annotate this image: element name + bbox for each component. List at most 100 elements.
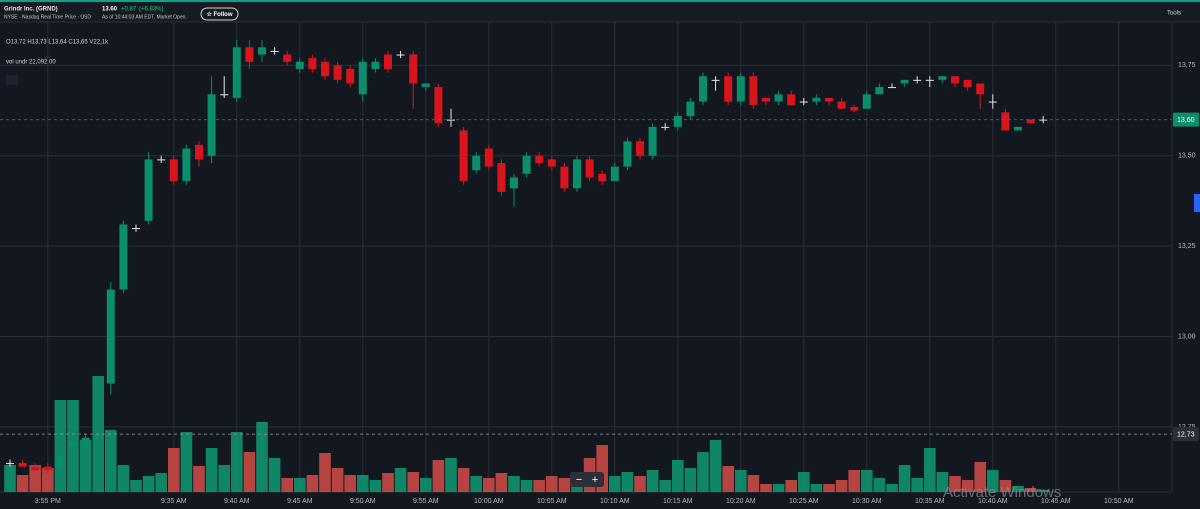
x-tick-label: 10:35 AM (915, 498, 945, 505)
candle-body (94, 434, 103, 438)
volume-bar (495, 473, 508, 492)
scroll-handle[interactable] (1194, 194, 1200, 212)
volume-bar (886, 484, 898, 492)
volume-bar (432, 460, 445, 492)
volume-bar (697, 452, 709, 492)
candle-body (245, 47, 254, 62)
volume-bar (369, 480, 382, 492)
candle-body (686, 101, 695, 116)
volume-bar (508, 476, 520, 492)
ticker-name: Grindr Inc. (GRND) (4, 7, 58, 13)
zoom-out[interactable]: − (576, 474, 582, 486)
volume-bar (848, 470, 860, 492)
volume-bar (1024, 488, 1037, 492)
candle-body (258, 47, 266, 55)
volume-bar (924, 448, 936, 492)
candle-body (106, 289, 115, 384)
volume-bar (1037, 490, 1049, 492)
candle-body (598, 173, 607, 182)
volume-bar (684, 468, 697, 492)
zoom-in[interactable]: + (592, 474, 598, 486)
volume-bar (936, 472, 949, 492)
candle-body (169, 159, 178, 182)
volume-bar (54, 400, 67, 492)
candle-body (497, 163, 506, 192)
y-tick-label: 13,25 (1178, 243, 1196, 250)
tools-button[interactable]: Tools (1167, 11, 1181, 17)
volume-bar (709, 440, 722, 492)
volume-bar (823, 484, 835, 492)
x-tick-label: 10:50 AM (1104, 498, 1134, 505)
candle-body (1014, 126, 1022, 131)
candle-body (157, 159, 166, 161)
volume-bar (29, 465, 41, 492)
volume-bar (445, 458, 457, 492)
candle-body (988, 101, 997, 103)
candle-body (547, 159, 556, 167)
volume-bar (4, 465, 16, 492)
candle-body (749, 76, 758, 106)
volume-bar (331, 468, 344, 492)
candle-body (699, 76, 707, 102)
candle-body (384, 54, 392, 69)
candle-body (573, 159, 581, 189)
volume-bar (999, 480, 1012, 492)
zoom-box (570, 472, 604, 487)
candle-body (1039, 119, 1048, 121)
follow-button[interactable] (200, 7, 239, 21)
candle-body (144, 159, 153, 221)
volume-bar (558, 478, 571, 492)
candle-body (661, 126, 670, 128)
candle-body (787, 94, 796, 106)
candle-body (875, 87, 884, 95)
volume-bar (357, 475, 369, 492)
candle-body (31, 466, 40, 471)
x-tick-label: 10:00 AM (474, 498, 504, 505)
change-pct: (+6.83%) (139, 7, 164, 13)
candle-body (976, 83, 985, 95)
candle-body (636, 141, 644, 156)
volume-bar (873, 478, 886, 492)
volume-bar (949, 476, 961, 492)
volume-bar (596, 445, 608, 492)
volume-bar (772, 484, 785, 492)
candle-body (913, 79, 922, 81)
x-tick-label: 3:55 PM (35, 498, 61, 505)
exchange: NYSE - Nasdaq Real Time Price · USD (4, 14, 91, 20)
as-of: As of 10:44:03 AM EDT. Market Open. (102, 14, 187, 20)
candle-body (510, 177, 518, 189)
volume-bar (205, 448, 218, 492)
x-tick-label: 9:35 AM (161, 498, 187, 505)
candle-body (346, 69, 355, 84)
price: 13.60 (102, 7, 118, 13)
volume-bar (810, 484, 823, 492)
candle-body (610, 166, 619, 182)
top-accent (0, 0, 1200, 2)
candle-body (1001, 112, 1010, 131)
volume-bar (747, 475, 760, 492)
candle-body (81, 437, 90, 442)
volume-bar (180, 432, 193, 492)
volume-bar (281, 478, 293, 492)
x-tick-label: 10:25 AM (789, 498, 819, 505)
volume-bar (533, 480, 545, 492)
volume-bar (117, 465, 130, 492)
candle-body (43, 466, 52, 471)
candle-body (295, 61, 304, 69)
volume-bar (407, 472, 419, 492)
candle-body (900, 79, 909, 84)
follow-label[interactable]: ☆ Follow (206, 11, 232, 18)
candle-body (925, 79, 934, 81)
candle-body (459, 130, 468, 182)
x-tick-label: 10:15 AM (663, 498, 693, 505)
volume-bar (382, 473, 394, 492)
last-price-box (1173, 112, 1199, 127)
candle-body (623, 141, 632, 167)
collapse-button[interactable] (6, 75, 18, 85)
volume-bar (1012, 486, 1024, 492)
y-tick-label: 13,00 (1178, 333, 1196, 340)
volume-bar (798, 472, 810, 492)
candle-body (270, 50, 279, 52)
volume-bar (722, 466, 734, 492)
